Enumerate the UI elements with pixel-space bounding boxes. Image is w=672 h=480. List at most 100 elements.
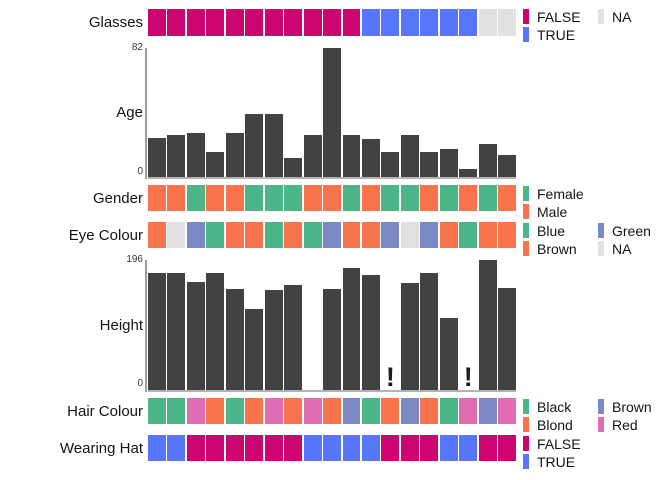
bar-column xyxy=(186,48,205,177)
tile-true xyxy=(439,435,458,461)
tile-false xyxy=(478,435,497,461)
tile-false xyxy=(381,435,400,461)
bar xyxy=(342,267,361,390)
tile-male xyxy=(303,185,322,211)
tile-false xyxy=(420,435,439,461)
legend-column: FALSE TRUE xyxy=(523,435,584,470)
bar-column xyxy=(225,48,244,177)
bar-column xyxy=(478,48,497,177)
bar-column xyxy=(225,260,244,390)
tile-true xyxy=(167,435,186,461)
tile-blond xyxy=(420,398,439,424)
tile-na xyxy=(498,9,517,36)
tile-blue xyxy=(459,222,478,248)
bar xyxy=(264,289,283,390)
tile-na xyxy=(478,9,497,36)
tile-female xyxy=(478,185,497,211)
legend-swatch-icon xyxy=(523,417,529,432)
bar xyxy=(381,151,400,177)
legend-swatch-icon xyxy=(598,241,604,256)
bar-column xyxy=(206,48,225,177)
bar xyxy=(225,132,244,177)
bar xyxy=(148,137,166,177)
bar xyxy=(400,282,419,390)
bar-column xyxy=(498,48,517,177)
bar-column xyxy=(342,48,361,177)
tile-green xyxy=(323,222,342,248)
tile-true xyxy=(420,9,439,36)
bar xyxy=(439,317,458,390)
legend-label: NA xyxy=(612,240,632,257)
height-bar-chart: !! xyxy=(148,260,517,392)
legend-column: Black Blond xyxy=(523,399,584,433)
tile-female xyxy=(381,185,400,211)
bar xyxy=(303,134,322,177)
tile-black xyxy=(361,398,380,424)
bar-column xyxy=(323,260,342,390)
bar-column xyxy=(167,260,186,390)
legend-item-female: Female xyxy=(523,186,584,202)
tile-false xyxy=(323,9,342,36)
legend-label: Blue xyxy=(537,222,566,239)
bar xyxy=(264,114,283,177)
tile-brown xyxy=(478,398,497,424)
wearing-hat-tile-strip xyxy=(148,435,517,461)
legend-label: FALSE xyxy=(537,435,581,452)
tile-blond xyxy=(323,398,342,424)
bar-column xyxy=(148,260,166,390)
tile-green xyxy=(420,222,439,248)
bar xyxy=(459,169,478,177)
legend-column: Blue Brown xyxy=(523,222,584,257)
legend-item-black: Black xyxy=(523,399,584,415)
row-label-glasses: Glasses xyxy=(88,14,143,31)
tile-brown xyxy=(284,222,303,248)
tile-true xyxy=(361,435,380,461)
bar-column xyxy=(420,48,439,177)
legend-item-green: Green xyxy=(598,222,659,239)
tile-female xyxy=(284,185,303,211)
tile-black xyxy=(167,398,186,424)
legend-swatch-icon xyxy=(523,241,529,256)
tile-brown xyxy=(498,222,517,248)
bar-column xyxy=(284,260,303,390)
legend-label: TRUE xyxy=(537,26,576,43)
tile-brown xyxy=(478,222,497,248)
tile-false xyxy=(245,435,264,461)
bar xyxy=(420,273,439,390)
legend-item-false: FALSE xyxy=(523,435,584,452)
tile-black xyxy=(439,398,458,424)
legend-item-false: FALSE xyxy=(523,8,584,25)
legend-label: FALSE xyxy=(537,8,581,25)
bar xyxy=(284,158,303,177)
legend-item-true: TRUE xyxy=(523,454,584,470)
bar-column xyxy=(167,48,186,177)
bar xyxy=(206,272,225,390)
row-label-wearing-hat: Wearing Hat xyxy=(59,439,143,457)
tile-blond xyxy=(206,398,225,424)
legend-label: Green xyxy=(612,222,651,239)
tile-green xyxy=(186,222,205,248)
legend-item-blue: Blue xyxy=(523,222,584,239)
legend-column: Female Male xyxy=(523,186,584,220)
bar-column xyxy=(148,48,166,177)
tile-brown xyxy=(225,222,244,248)
eye-colour-tile-strip xyxy=(148,222,517,248)
legend-swatch-icon xyxy=(523,436,529,451)
tile-brown xyxy=(361,222,380,248)
bar-column xyxy=(245,48,264,177)
height-axis-min-tick: 0 xyxy=(137,378,143,389)
bar xyxy=(206,151,225,177)
gender-tile-strip xyxy=(148,185,517,211)
bar xyxy=(342,134,361,177)
legend-label: Blond xyxy=(537,416,573,433)
tile-false xyxy=(284,435,303,461)
row-label-gender: Gender xyxy=(92,189,143,207)
legend-column: NA xyxy=(598,9,659,42)
tile-brown xyxy=(148,222,166,248)
tile-false xyxy=(225,435,244,461)
legend-item-true: TRUE xyxy=(523,26,584,43)
legend-swatch-icon xyxy=(598,399,604,414)
bar xyxy=(245,114,264,177)
tile-male xyxy=(420,185,439,211)
tile-black xyxy=(225,398,244,424)
